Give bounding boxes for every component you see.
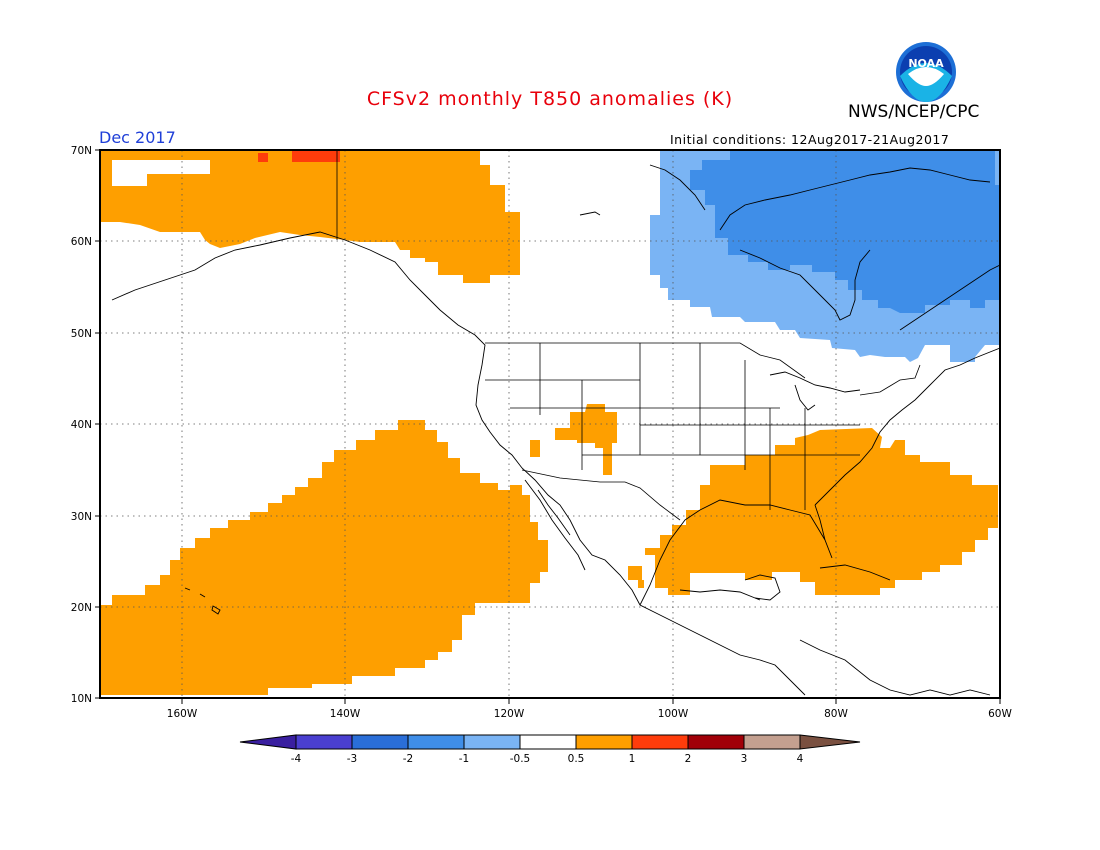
lat-label-20n: 20N [71,602,92,614]
colorbar-bin-2 [351,734,409,750]
colorbar-label: -1 [459,753,469,765]
region-alaska-white-notch [112,160,210,174]
colorbar: -4 -3 -2 -1 -0.5 0.5 1 2 3 4 [239,734,861,765]
lon-label-120w: 120W [494,708,525,720]
political-borders [336,150,921,521]
colorbar-bin-8 [687,734,745,750]
colorbar-label: 1 [629,753,636,765]
initial-conditions: Initial conditions: 12Aug2017-21Aug2017 [670,132,950,147]
colorbar-arrow-left [239,734,297,750]
region-north-pacific-warm [100,420,548,695]
chart-title: CFSv2 monthly T850 anomalies (K) [366,88,734,110]
colorbar-label: 4 [797,753,804,765]
agency-label: NWS/NCEP/CPC [848,102,980,122]
colorbar-bin-5 [519,734,577,750]
lon-label-100w: 100W [658,708,689,720]
lon-label-140w: 140W [330,708,361,720]
colorbar-arrow-right [799,734,861,750]
coastlines [111,164,1000,696]
anomaly-fields [100,150,1000,695]
colorbar-label: 2 [685,753,692,765]
colorbar-bin-4 [463,734,521,750]
lat-label-50n: 50N [71,328,92,340]
colorbar-bin-9 [743,734,801,750]
lat-label-40n: 40N [71,419,92,431]
logo-text: NOAA [908,57,944,70]
lon-label-80w: 80W [824,708,848,720]
colorbar-bin-6 [575,734,633,750]
region-alaska-warm [100,150,520,283]
colorbar-bin-7 [631,734,689,750]
lat-label-30n: 30N [71,511,92,523]
lat-label-10n: 10N [71,693,92,705]
lat-label-60n: 60N [71,236,92,248]
region-southeast-warm [645,428,998,595]
region-four-corners-warm [555,404,617,475]
colorbar-bin-3 [407,734,465,750]
lat-label-70n: 70N [71,145,92,157]
graticule [100,150,1000,698]
colorbar-label: 0.5 [568,753,585,765]
forecast-period: Dec 2017 [99,128,176,147]
noaa-logo-icon: NOAA [896,42,956,102]
colorbar-label: 3 [741,753,748,765]
colorbar-bin-1 [295,734,353,750]
region-hudson-bay-cool [690,150,1000,313]
colorbar-label: -3 [347,753,357,765]
longitude-labels: 160W 140W 120W 100W 80W 60W [167,708,1013,720]
colorbar-label: -4 [291,753,302,765]
colorbar-label: -2 [403,753,413,765]
axis-ticks [95,149,1001,704]
region-north-alaska-warmer [292,150,340,162]
colorbar-label: -0.5 [510,753,531,765]
lon-label-60w: 60W [988,708,1012,720]
lon-label-160w: 160W [167,708,198,720]
latitude-labels: 70N 60N 50N 40N 30N 20N 10N [71,145,92,705]
